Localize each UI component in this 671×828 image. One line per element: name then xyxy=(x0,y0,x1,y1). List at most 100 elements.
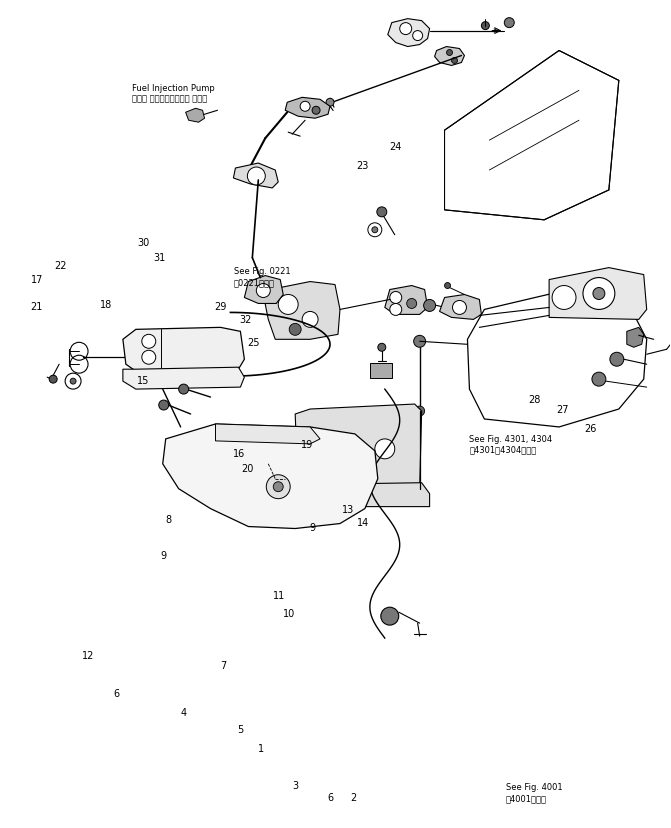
Circle shape xyxy=(407,299,417,309)
Text: 1: 1 xyxy=(258,743,264,753)
Text: 25: 25 xyxy=(248,337,260,347)
Circle shape xyxy=(414,336,425,348)
Circle shape xyxy=(610,353,624,367)
Text: 4: 4 xyxy=(180,707,187,718)
Text: 28: 28 xyxy=(529,395,541,405)
Circle shape xyxy=(278,295,298,315)
Circle shape xyxy=(552,286,576,310)
Text: See Fig. 4301, 4304: See Fig. 4301, 4304 xyxy=(469,434,552,443)
Text: 17: 17 xyxy=(31,275,43,285)
Circle shape xyxy=(312,107,320,115)
Text: 26: 26 xyxy=(584,424,597,434)
Circle shape xyxy=(592,373,606,387)
Circle shape xyxy=(49,376,57,383)
Polygon shape xyxy=(215,425,320,445)
Circle shape xyxy=(381,608,399,625)
Circle shape xyxy=(138,352,150,363)
Text: 3: 3 xyxy=(293,780,299,790)
Polygon shape xyxy=(384,286,427,315)
Circle shape xyxy=(593,288,605,300)
Text: 礱4301、4304図参照: 礱4301、4304図参照 xyxy=(469,445,536,454)
Text: 11: 11 xyxy=(272,590,285,600)
Text: 9: 9 xyxy=(160,551,166,561)
Text: See Fig. 0221: See Fig. 0221 xyxy=(234,267,291,276)
Text: 20: 20 xyxy=(241,464,254,474)
Text: 5: 5 xyxy=(238,724,244,734)
Circle shape xyxy=(378,344,386,352)
Polygon shape xyxy=(388,20,429,47)
Text: 10: 10 xyxy=(282,609,295,619)
Text: 12: 12 xyxy=(82,651,95,661)
Polygon shape xyxy=(435,47,464,66)
Polygon shape xyxy=(127,346,161,368)
Circle shape xyxy=(583,278,615,310)
Text: 2: 2 xyxy=(350,792,357,802)
Circle shape xyxy=(256,284,270,298)
Text: 23: 23 xyxy=(356,161,368,171)
Circle shape xyxy=(289,324,301,336)
Text: 15: 15 xyxy=(137,376,149,386)
Text: 6: 6 xyxy=(327,792,334,802)
Circle shape xyxy=(390,292,402,304)
Text: 32: 32 xyxy=(239,314,252,325)
Circle shape xyxy=(413,31,423,41)
Text: 30: 30 xyxy=(137,238,149,248)
Circle shape xyxy=(423,300,435,312)
Circle shape xyxy=(372,228,378,233)
Text: 18: 18 xyxy=(100,300,113,310)
Circle shape xyxy=(326,99,334,107)
Circle shape xyxy=(300,102,310,112)
Circle shape xyxy=(452,301,466,315)
Circle shape xyxy=(142,351,156,365)
Polygon shape xyxy=(123,328,244,372)
Polygon shape xyxy=(123,368,244,390)
Text: 29: 29 xyxy=(214,302,227,312)
Circle shape xyxy=(273,482,283,492)
Text: 24: 24 xyxy=(389,142,402,152)
Circle shape xyxy=(325,440,345,460)
Polygon shape xyxy=(627,328,643,348)
Text: 21: 21 xyxy=(31,302,43,312)
Polygon shape xyxy=(163,425,378,529)
Text: 8: 8 xyxy=(165,514,172,525)
Circle shape xyxy=(142,335,156,349)
Circle shape xyxy=(375,440,395,460)
Circle shape xyxy=(178,385,189,395)
Polygon shape xyxy=(285,99,330,119)
Text: 14: 14 xyxy=(357,518,369,527)
Polygon shape xyxy=(265,282,340,340)
Circle shape xyxy=(452,59,458,65)
Polygon shape xyxy=(295,405,421,495)
Text: See Fig. 4001: See Fig. 4001 xyxy=(506,782,562,792)
Text: 6: 6 xyxy=(113,689,119,699)
Polygon shape xyxy=(295,483,429,507)
Text: Fuel Injection Pump: Fuel Injection Pump xyxy=(132,84,215,93)
Circle shape xyxy=(248,168,265,185)
Text: 16: 16 xyxy=(232,449,245,459)
Circle shape xyxy=(415,407,425,416)
Circle shape xyxy=(481,22,489,31)
Text: フェル インジェクション ポンプ: フェル インジェクション ポンプ xyxy=(132,94,207,104)
Circle shape xyxy=(266,475,290,499)
Circle shape xyxy=(446,51,452,56)
Polygon shape xyxy=(440,295,481,320)
Circle shape xyxy=(400,23,412,36)
Text: 27: 27 xyxy=(556,405,569,415)
Bar xyxy=(370,363,392,378)
Circle shape xyxy=(390,304,402,316)
Text: 9: 9 xyxy=(309,522,315,532)
Circle shape xyxy=(445,283,450,289)
Circle shape xyxy=(505,18,514,29)
Polygon shape xyxy=(244,277,283,304)
Text: 31: 31 xyxy=(153,253,165,262)
Polygon shape xyxy=(186,109,205,123)
Circle shape xyxy=(159,401,168,411)
Circle shape xyxy=(302,312,318,328)
Text: 7: 7 xyxy=(220,661,226,671)
Circle shape xyxy=(368,224,382,238)
Text: 礱4001図参照: 礱4001図参照 xyxy=(506,793,547,802)
Polygon shape xyxy=(234,164,278,189)
Text: 22: 22 xyxy=(54,261,66,271)
Circle shape xyxy=(70,378,76,385)
Text: 13: 13 xyxy=(342,504,354,515)
